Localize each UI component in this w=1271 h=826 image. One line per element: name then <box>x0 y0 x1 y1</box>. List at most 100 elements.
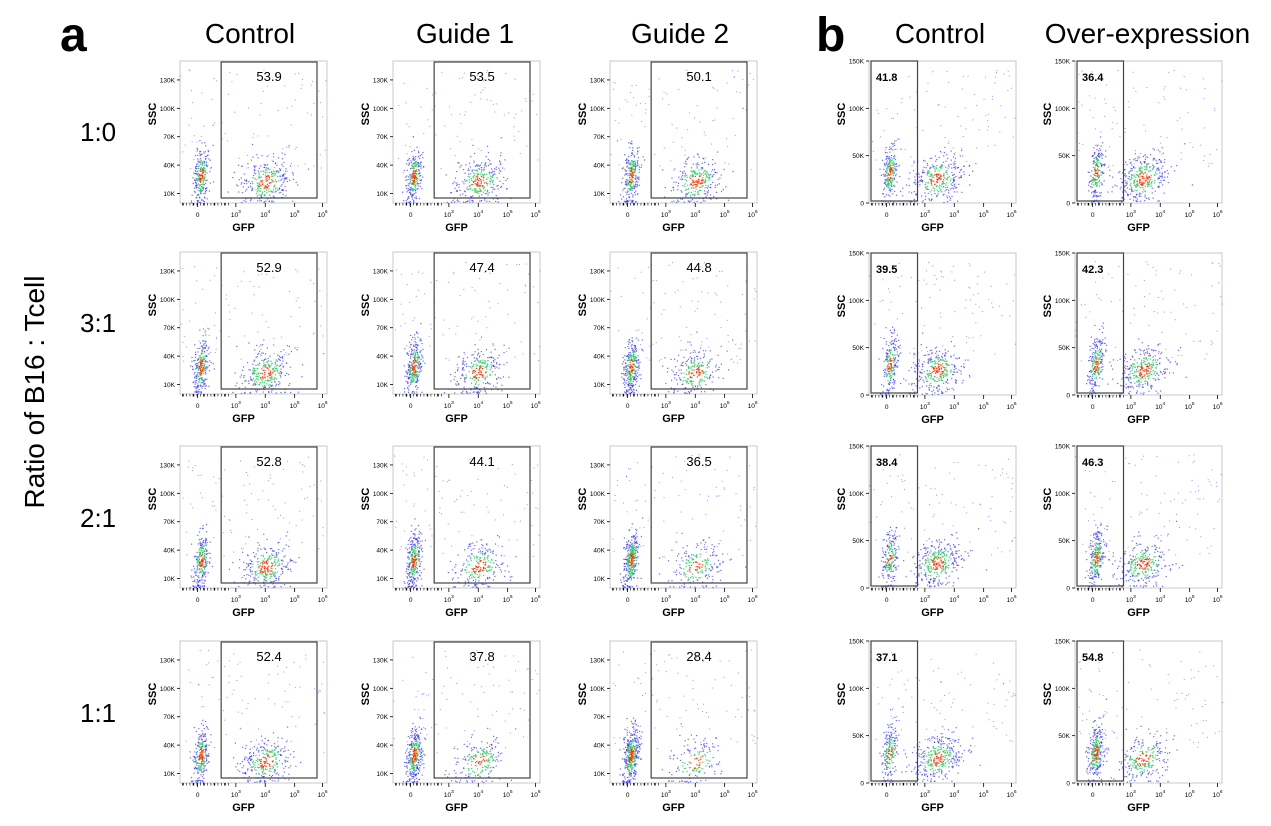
y-tick-label: 100K <box>160 686 176 693</box>
gate-box <box>220 446 318 584</box>
column-header-a-guide2: Guide 2 <box>630 18 730 49</box>
x-tick-label: 104 <box>473 209 483 219</box>
x-tick-label: 104 <box>949 401 959 411</box>
x-tick-label: 105 <box>290 400 300 410</box>
plot-a-r1-c0: 10K 40K 70K 100K 130K 0 103 104 105 106 GFP SSC 52.9 <box>147 251 328 425</box>
y-tick-label: 50K <box>852 538 864 545</box>
y-tick-label: 150K <box>849 251 865 258</box>
y-tick-label: 100K <box>849 491 865 498</box>
plot-frame <box>392 445 541 589</box>
gate-percent-label: 44.8 <box>686 260 711 275</box>
x-tick-label: 106 <box>1213 594 1223 604</box>
y-tick-label: 50K <box>1058 153 1070 160</box>
x-tick-label: 0 <box>885 792 889 799</box>
y-tick-label: 130K <box>160 77 176 84</box>
y-tick-label: 10K <box>593 382 605 389</box>
gate-box <box>650 641 748 779</box>
x-tick-label: 105 <box>503 209 513 219</box>
y-tick-label: 50K <box>1058 733 1070 740</box>
y-tick-label: 130K <box>373 77 389 84</box>
y-axis-label: SSC <box>147 294 159 317</box>
y-tick-label: 50K <box>852 345 864 352</box>
density-points <box>182 456 324 589</box>
gate-percent-label: 44.1 <box>469 454 494 469</box>
gate-percent-label: 52.4 <box>256 649 281 664</box>
x-tick-label: 106 <box>748 594 758 604</box>
y-tick-label: 40K <box>593 354 605 361</box>
plot-b-r1-c1: 0 50K 100K 150K 0 103 104 105 106 GFP SSC 42.3 <box>1042 251 1223 427</box>
y-tick-label: 100K <box>849 298 865 305</box>
x-tick-label: 104 <box>690 594 700 604</box>
gate-percent-label: 53.5 <box>469 69 494 84</box>
gate-percent-label: 28.4 <box>686 649 711 664</box>
gate-box <box>1076 640 1125 782</box>
gate-percent-label: 38.4 <box>876 457 898 469</box>
x-tick-label: 104 <box>690 209 700 219</box>
x-tick-label: 103 <box>920 401 930 411</box>
x-tick-label: 105 <box>720 400 730 410</box>
x-tick-label: 106 <box>318 594 328 604</box>
plot-frame <box>179 60 328 204</box>
x-tick-label: 106 <box>1007 401 1017 411</box>
y-tick-label: 10K <box>163 576 175 583</box>
y-tick-label: 100K <box>590 297 606 304</box>
panel-b-letter: b <box>816 9 846 62</box>
y-axis-label: SSC <box>360 683 372 706</box>
gate-box <box>1076 252 1125 394</box>
x-tick-label: 104 <box>949 594 959 604</box>
plot-frame <box>392 60 541 204</box>
x-tick-label: 0 <box>196 403 200 410</box>
x-tick-label: 0 <box>196 212 200 219</box>
y-tick-label: 100K <box>160 106 176 113</box>
y-tick-label: 100K <box>590 106 606 113</box>
density-points <box>185 649 326 784</box>
x-axis-label: GFP <box>1127 414 1150 426</box>
plot-b-r3-c0: 0 50K 100K 150K 0 103 104 105 106 GFP SSC 37.1 <box>836 639 1017 815</box>
y-axis-label: SSC <box>577 103 589 126</box>
y-tick-label: 70K <box>593 134 605 141</box>
y-tick-label: 10K <box>593 576 605 583</box>
row-label-1-0: 1:0 <box>80 117 117 147</box>
y-tick-label: 10K <box>376 191 388 198</box>
y-tick-label: 10K <box>376 576 388 583</box>
x-tick-label: 0 <box>885 212 889 219</box>
y-axis-label: SSC <box>147 488 159 511</box>
plot-a-r1-c2: 10K 40K 70K 100K 130K 0 103 104 105 106 GFP SSC 44.8 <box>577 251 758 425</box>
x-tick-label: 0 <box>196 597 200 604</box>
y-tick-label: 40K <box>593 548 605 555</box>
x-tick-label: 105 <box>503 789 513 799</box>
x-tick-label: 103 <box>231 400 241 410</box>
x-tick-label: 104 <box>1155 209 1165 219</box>
x-tick-label: 104 <box>690 789 700 799</box>
x-axis-label: GFP <box>445 222 468 234</box>
x-tick-label: 103 <box>1126 789 1136 799</box>
plot-a-r2-c1: 10K 40K 70K 100K 130K 0 103 104 105 106 GFP SSC 44.1 <box>360 445 541 619</box>
x-tick-label: 0 <box>1091 792 1095 799</box>
x-tick-label: 0 <box>626 403 630 410</box>
x-axis-label: GFP <box>921 802 944 814</box>
y-tick-label: 150K <box>849 639 865 646</box>
x-axis-label: GFP <box>232 607 255 619</box>
x-tick-label: 103 <box>920 209 930 219</box>
y-tick-label: 70K <box>163 134 175 141</box>
y-axis-label: SSC <box>836 488 848 511</box>
column-header-b-control: Control <box>894 18 986 49</box>
x-tick-label: 106 <box>1007 789 1017 799</box>
x-tick-label: 105 <box>290 789 300 799</box>
density-points <box>871 651 1016 784</box>
gate-box <box>220 61 318 199</box>
y-tick-label: 130K <box>160 268 176 275</box>
density-points <box>613 649 758 784</box>
y-tick-label: 0 <box>1066 781 1070 788</box>
x-tick-label: 0 <box>626 597 630 604</box>
y-tick-label: 150K <box>849 444 865 451</box>
x-tick-label: 105 <box>979 789 989 799</box>
density-points <box>393 650 540 784</box>
x-tick-label: 105 <box>720 209 730 219</box>
plot-b-r2-c0: 0 50K 100K 150K 0 103 104 105 106 GFP SSC 38.4 <box>836 444 1017 620</box>
x-axis-label: GFP <box>445 802 468 814</box>
x-tick-label: 105 <box>503 594 513 604</box>
x-tick-label: 103 <box>231 594 241 604</box>
y-tick-label: 0 <box>860 586 864 593</box>
plot-frame <box>1074 445 1223 589</box>
